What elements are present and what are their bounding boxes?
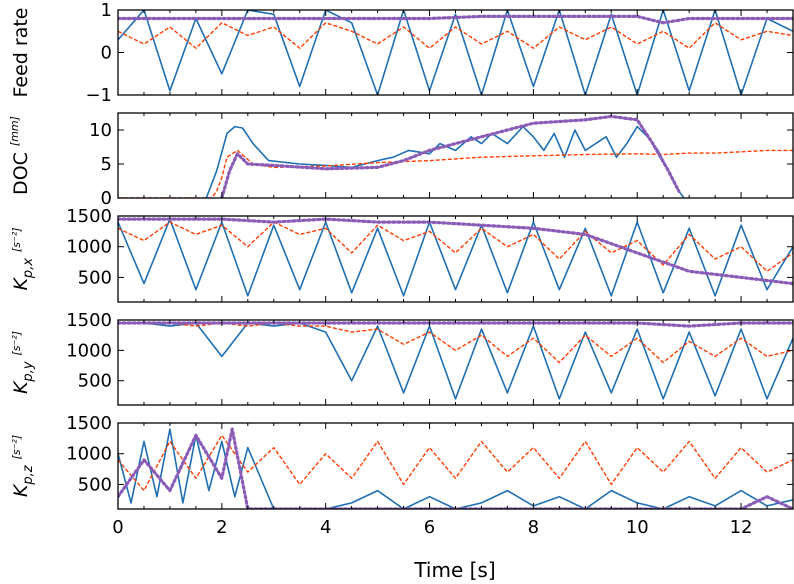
y-tick-label: 1500 [66,310,112,331]
y-tick-label: 500 [78,267,112,288]
series-line-2 [118,22,793,49]
y-axis-label: DOC[mm] [8,116,32,195]
series-line-3 [118,14,793,25]
panel-4: 500 1000 1500 Kp,y[s⁻²] [10,310,794,406]
y-tick-label: 1500 [66,206,112,227]
y-tick-label: 10 [89,120,112,141]
series-line-3 [118,217,793,286]
y-tick-label: 500 [78,474,112,495]
x-axis-label: Time [s] [413,558,495,582]
y-tick-label: 500 [78,371,112,392]
series-line-1 [118,322,793,400]
panel-series-group [118,10,793,95]
y-tick-label: 1500 [66,413,112,434]
panel-frame [117,319,794,406]
series-line-3 [220,114,681,198]
chart-panels: −1 0 1 Feed rate 0 5 10 DOC[mm] 500 1000 1500 Kp,x[… [8,0,794,510]
y-axis-label: Kp,y[s⁻²] [10,331,36,394]
y-tick-label: 0 [101,188,112,209]
y-tick-label: 5 [101,154,112,175]
x-axis: 0 2 4 6 8 10 12 [112,517,752,538]
y-tick-label: 1000 [66,340,112,361]
x-tick-label: 2 [216,517,227,538]
panel-frame [117,422,794,510]
y-tick-label: 1000 [66,237,112,258]
series-line-3 [118,427,793,509]
series-line-2 [118,149,793,198]
y-tick-label: 1 [101,0,112,21]
series-line-2 [118,434,793,492]
series-line-1 [118,10,793,95]
x-tick-label: 0 [112,517,123,538]
y-axis-label: Kp,x[s⁻²] [10,227,36,290]
series-line-2 [118,322,793,364]
x-tick-label: 4 [320,517,331,538]
series-line-1 [118,218,793,297]
y-axis-label: Kp,z[s⁻²] [10,435,36,497]
x-tick-label: 6 [424,517,435,538]
series-line-2 [118,221,793,272]
series-line-1 [205,125,685,198]
panel-1: −1 0 1 Feed rate [10,0,794,106]
panel-2: 0 5 10 DOC[mm] [8,112,794,209]
x-tick-label: 10 [626,517,649,538]
y-tick-label: −1 [85,85,112,106]
panel-3: 500 1000 1500 Kp,x[s⁻²] [10,206,794,303]
panel-5: 500 1000 1500 Kp,z[s⁻²] [10,413,794,510]
panel-series-group [118,217,793,297]
y-axis-label: Feed rate [10,8,32,98]
panel-series-group [118,321,793,400]
y-tick-label: 0 [101,43,112,64]
x-tick-label: 8 [528,517,539,538]
y-tick-label: 1000 [66,444,112,465]
panel-series-group [118,427,793,509]
series-line-1 [118,428,793,509]
x-tick-label: 12 [730,517,753,538]
panel-series-group [118,114,793,198]
series-line-3 [118,321,793,328]
